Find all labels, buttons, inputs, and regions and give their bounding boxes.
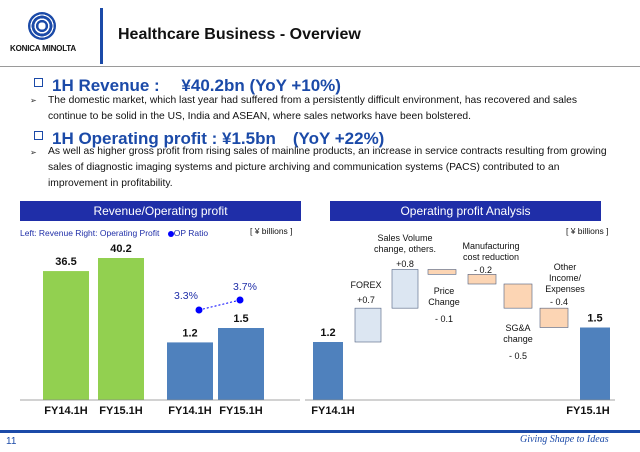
revenue-category-label: FY15.1H (99, 405, 142, 417)
revenue-bullet-text: The domestic market, which last year had… (48, 95, 578, 122)
header-divider (0, 66, 640, 67)
waterfall-bar (503, 283, 533, 309)
legend-dot-label: OP Ratio (173, 228, 209, 238)
op-ratio-label: 3.3% (174, 290, 198, 302)
revenue-heading: 1H Revenue : ¥40.2bn (YoY +10%) (52, 76, 341, 95)
waterfall-step-label: change (503, 334, 533, 344)
waterfall-value-label: 1.2 (320, 327, 335, 339)
left-panel-unit: [ ¥ billions ] (250, 226, 293, 236)
waterfall-step-value: - 0.2 (474, 265, 492, 275)
waterfall-bar (580, 327, 610, 400)
op-bar (167, 342, 213, 400)
revenue-category-label: FY14.1H (44, 405, 87, 417)
waterfall-step-value: - 0.5 (509, 351, 527, 361)
op-ratio-point (195, 306, 203, 314)
konica-minolta-logo-icon (28, 12, 56, 40)
tagline: Giving Shape to Ideas (520, 434, 609, 445)
left-panel-legend: Left: Revenue Right: Operating Profit OP… (20, 228, 208, 238)
waterfall-bar (391, 269, 419, 309)
operating-profit-bullet-text: As well as higher gross profit from risi… (48, 146, 607, 189)
waterfall-bar (354, 307, 382, 343)
arrow-bullet-icon: ➢ (30, 148, 37, 157)
logo-text: KONICA MINOLTA (10, 44, 76, 53)
legend-text: Left: Revenue Right: Operating Profit (20, 228, 160, 238)
operating-profit-heading: 1H Operating profit : ¥1.5bn (YoY +22%) (52, 129, 385, 148)
square-bullet-icon (34, 78, 43, 87)
op-category-label: FY15.1H (219, 405, 262, 417)
arrow-bullet-icon: ➢ (30, 96, 37, 105)
waterfall-step-label: Other (554, 262, 577, 272)
waterfall-step-label: Manufacturing (462, 241, 519, 251)
title-accent-bar (100, 8, 103, 64)
waterfall-category-label: FY14.1H (311, 405, 354, 417)
revenue-value-label: 36.5 (55, 256, 76, 268)
waterfall-step-label: change, others. (374, 244, 436, 254)
waterfall-step-label: Sales Volume (377, 233, 432, 243)
waterfall-category-label: FY15.1H (566, 405, 609, 417)
op-ratio-line (198, 299, 241, 311)
op-value-label: 1.5 (233, 313, 248, 325)
waterfall-step-label: FOREX (350, 280, 381, 290)
waterfall-value-label: 1.5 (587, 313, 602, 325)
left-panel-title: Revenue/Operating profit (20, 201, 301, 221)
waterfall-step-label: Expenses (545, 284, 585, 294)
waterfall-bar (467, 274, 497, 285)
op-ratio-point (236, 296, 244, 304)
right-panel-title: Operating profit Analysis (330, 201, 601, 221)
waterfall-step-value: - 0.4 (550, 297, 568, 307)
waterfall-step-value: - 0.1 (435, 314, 453, 324)
waterfall-bar (427, 269, 457, 275)
op-ratio-label: 3.7% (233, 281, 257, 293)
waterfall-step-label: Income/ (549, 273, 582, 283)
legend-dot-icon (167, 230, 174, 237)
op-value-label: 1.2 (182, 327, 197, 339)
square-bullet-icon (34, 131, 43, 140)
waterfall-bar (539, 307, 569, 328)
revenue-bar (43, 271, 89, 400)
op-bar (218, 328, 264, 400)
revenue-value-label: 40.2 (110, 243, 131, 255)
waterfall-step-label: Price (434, 286, 455, 296)
slide-title: Healthcare Business - Overview (118, 26, 361, 43)
waterfall-bar (313, 342, 343, 400)
footer-rule (0, 430, 640, 433)
page-number: 11 (6, 436, 17, 447)
charts-canvas: 36.5 FY14.1H 40.2 FY15.1H 1.2 FY14.1H 1.5 FY15.… (20, 233, 615, 417)
waterfall-step-label: cost reduction (463, 252, 519, 262)
waterfall-step-label: Change (428, 297, 460, 307)
waterfall-step-value: +0.7 (357, 295, 375, 305)
op-category-label: FY14.1H (168, 405, 211, 417)
waterfall-step-label: SG&A (505, 323, 530, 333)
waterfall-step-value: +0.8 (396, 259, 414, 269)
right-panel-unit: [ ¥ billions ] (566, 226, 609, 236)
revenue-bar (98, 258, 144, 400)
